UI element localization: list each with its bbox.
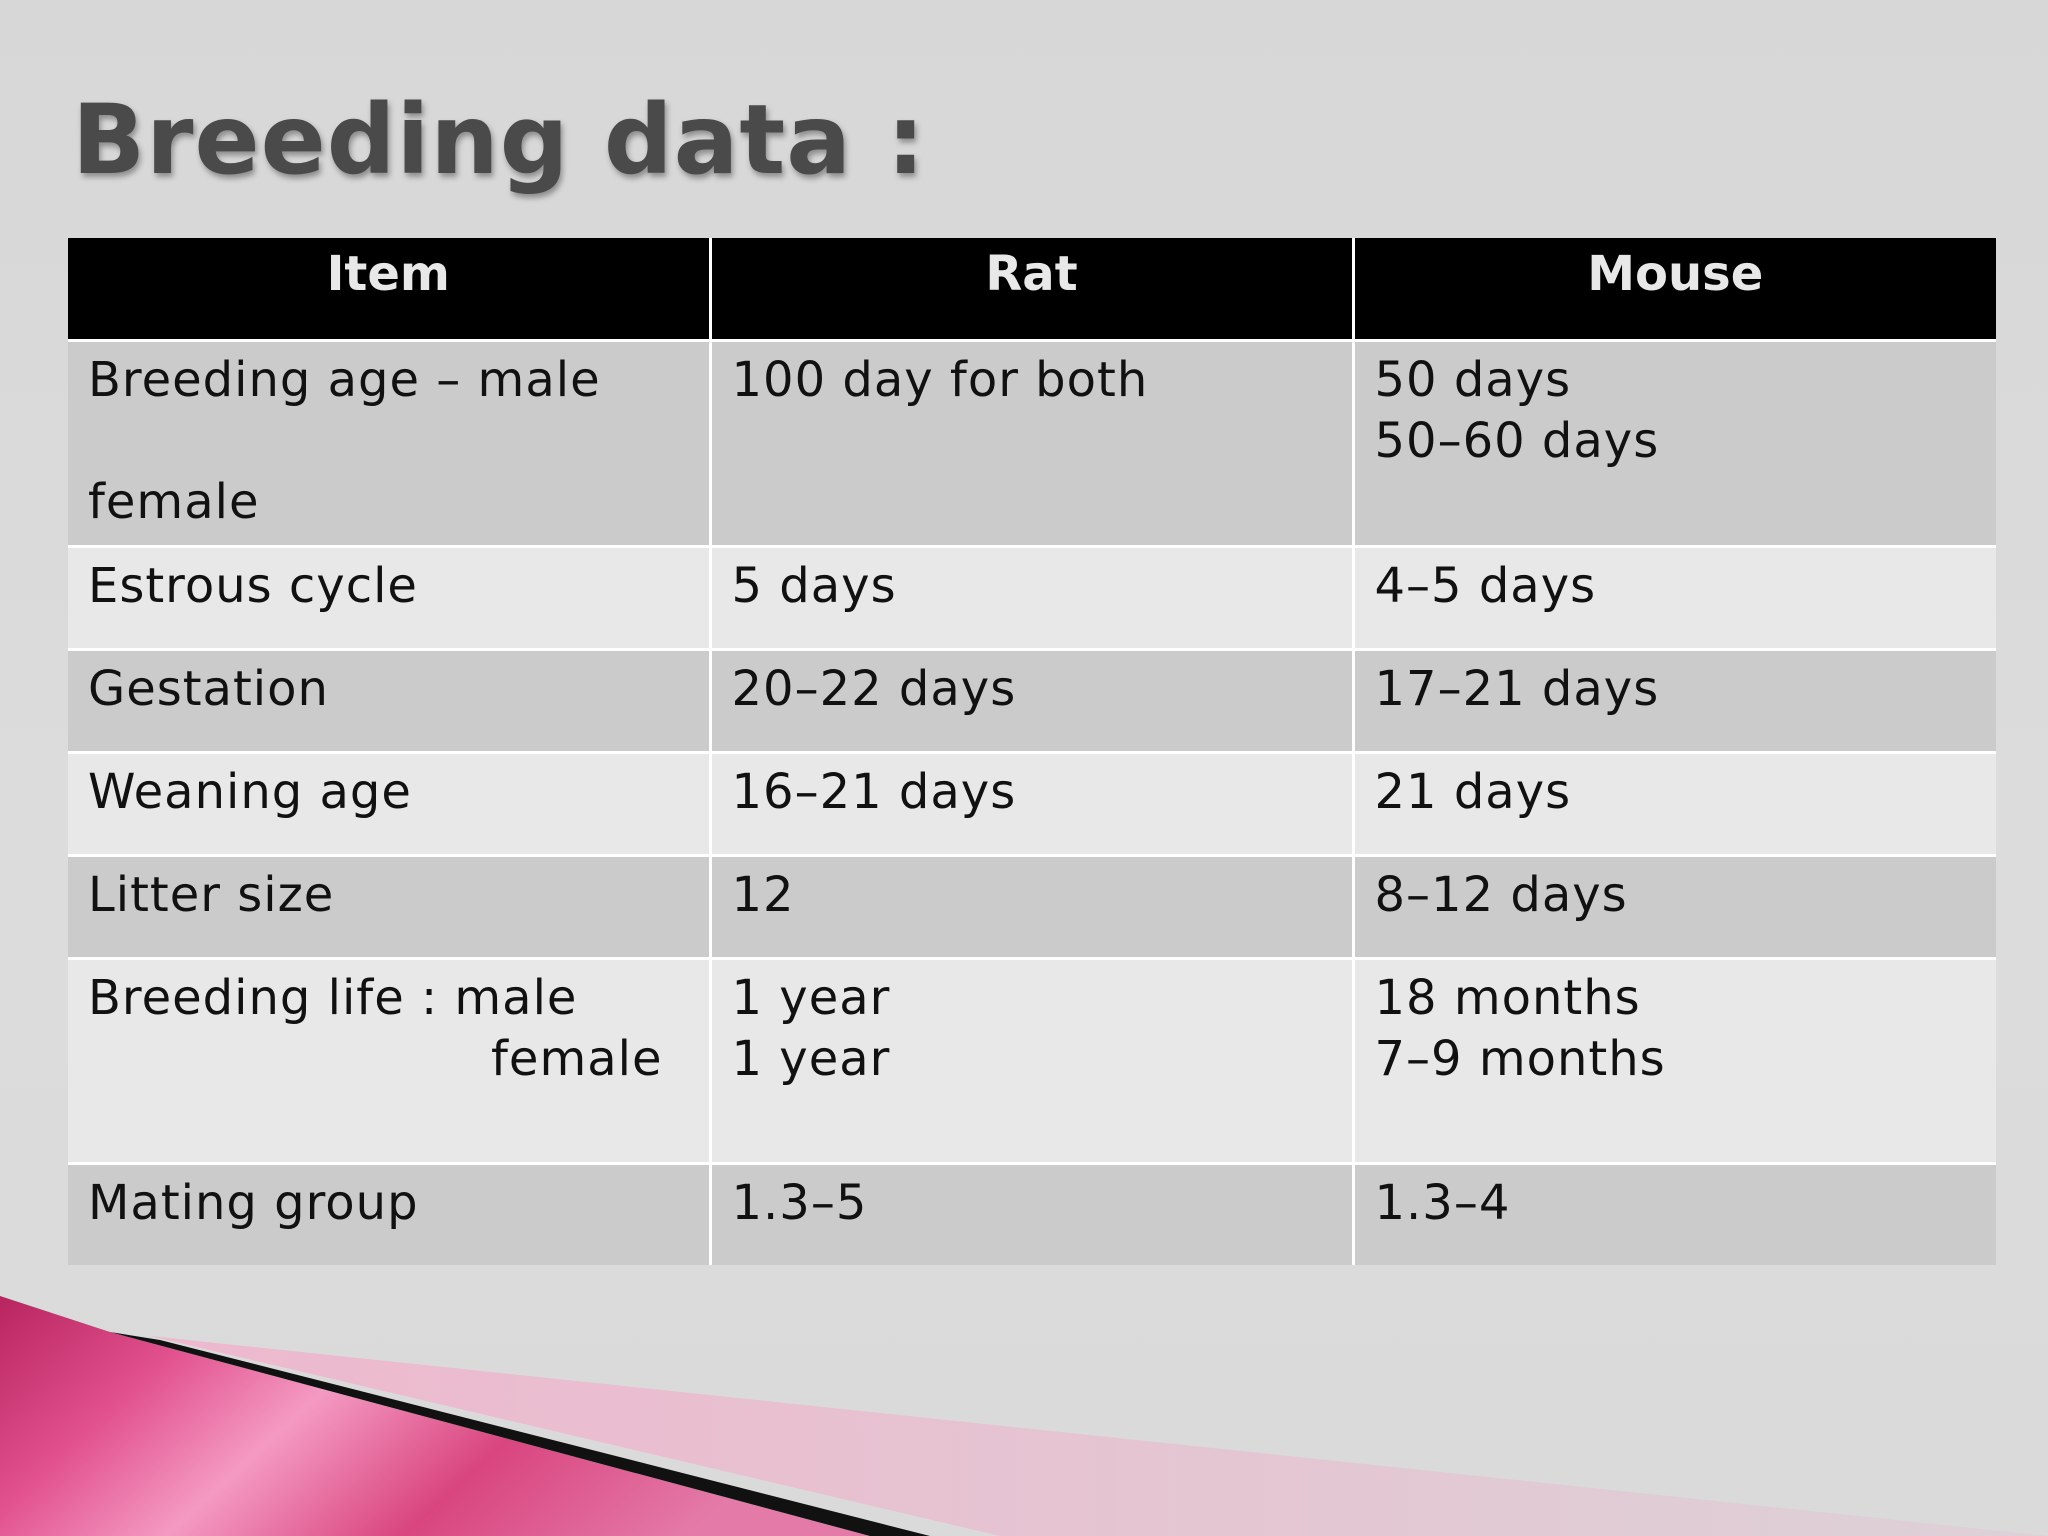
item-cell: Mating group [68, 1161, 710, 1265]
rat-cell: 1.3–5 [708, 1161, 1353, 1265]
mouse-cell: 4–5 days [1351, 544, 1996, 649]
item-cell: Litter size [68, 853, 710, 958]
item-line: female [491, 1030, 663, 1087]
mouse-line: 7–9 months [1374, 1030, 1666, 1087]
item-line: Breeding life : male [88, 969, 578, 1026]
mouse-line: 18 months [1374, 969, 1641, 1026]
ribbon-pink-band [0, 1296, 870, 1536]
mouse-line: 50 days [1374, 351, 1572, 408]
rat-cell: 12 [708, 853, 1353, 958]
ribbon-light-band [150, 1336, 2048, 1536]
breeding-data-table: Item Rat Mouse Breeding age – male femal… [68, 238, 1996, 1265]
rat-cell: 100 day for both [708, 338, 1353, 546]
rat-line: 1 year [731, 1030, 891, 1087]
mouse-cell: 21 days [1351, 750, 1996, 855]
item-cell: Weaning age [68, 750, 710, 855]
table-row: Estrous cycle 5 days 4–5 days [68, 544, 1996, 649]
mouse-cell: 8–12 days [1351, 853, 1996, 958]
ribbon-black-band [110, 1332, 930, 1536]
header-rat: Rat [708, 238, 1353, 342]
table-row: Weaning age 16–21 days 21 days [68, 750, 1996, 855]
table-row: Mating group 1.3–5 1.3–4 [68, 1161, 1996, 1265]
rat-cell: 1 year 1 year [708, 956, 1353, 1163]
table-row: Breeding life : male female 1 year 1 yea… [68, 956, 1996, 1163]
table-row: Breeding age – male female 100 day for b… [68, 338, 1996, 546]
item-line: female [88, 473, 260, 530]
item-cell: Breeding age – male female [68, 338, 710, 546]
item-line: Breeding age – male [88, 351, 601, 408]
mouse-cell: 18 months 7–9 months [1351, 956, 1996, 1163]
mouse-cell: 17–21 days [1351, 647, 1996, 752]
rat-line: 1 year [731, 969, 891, 1026]
header-mouse: Mouse [1351, 238, 1996, 342]
item-cell: Gestation [68, 647, 710, 752]
table-header-row: Item Rat Mouse [68, 238, 1996, 342]
item-cell: Estrous cycle [68, 544, 710, 649]
rat-cell: 16–21 days [708, 750, 1353, 855]
item-cell: Breeding life : male female [68, 956, 710, 1163]
slide-title: Breeding data : [72, 84, 926, 196]
header-item: Item [68, 238, 710, 342]
mouse-cell: 1.3–4 [1351, 1161, 1996, 1265]
mouse-cell: 50 days 50–60 days [1351, 338, 1996, 546]
mouse-line: 50–60 days [1374, 412, 1660, 469]
table-row: Litter size 12 8–12 days [68, 853, 1996, 958]
table-row: Gestation 20–22 days 17–21 days [68, 647, 1996, 752]
rat-cell: 20–22 days [708, 647, 1353, 752]
rat-cell: 5 days [708, 544, 1353, 649]
